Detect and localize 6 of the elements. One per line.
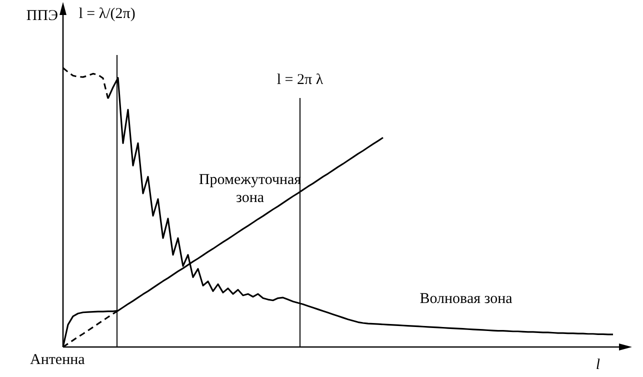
y-axis-title: ППЭ — [26, 8, 58, 24]
text: l = λ/(2π) — [78, 6, 136, 22]
annotation: Волновая зона — [420, 291, 513, 307]
text: Антенна — [30, 352, 86, 368]
annotation: l = 2π λ — [276, 72, 324, 88]
x-axis-title: l — [596, 357, 600, 373]
